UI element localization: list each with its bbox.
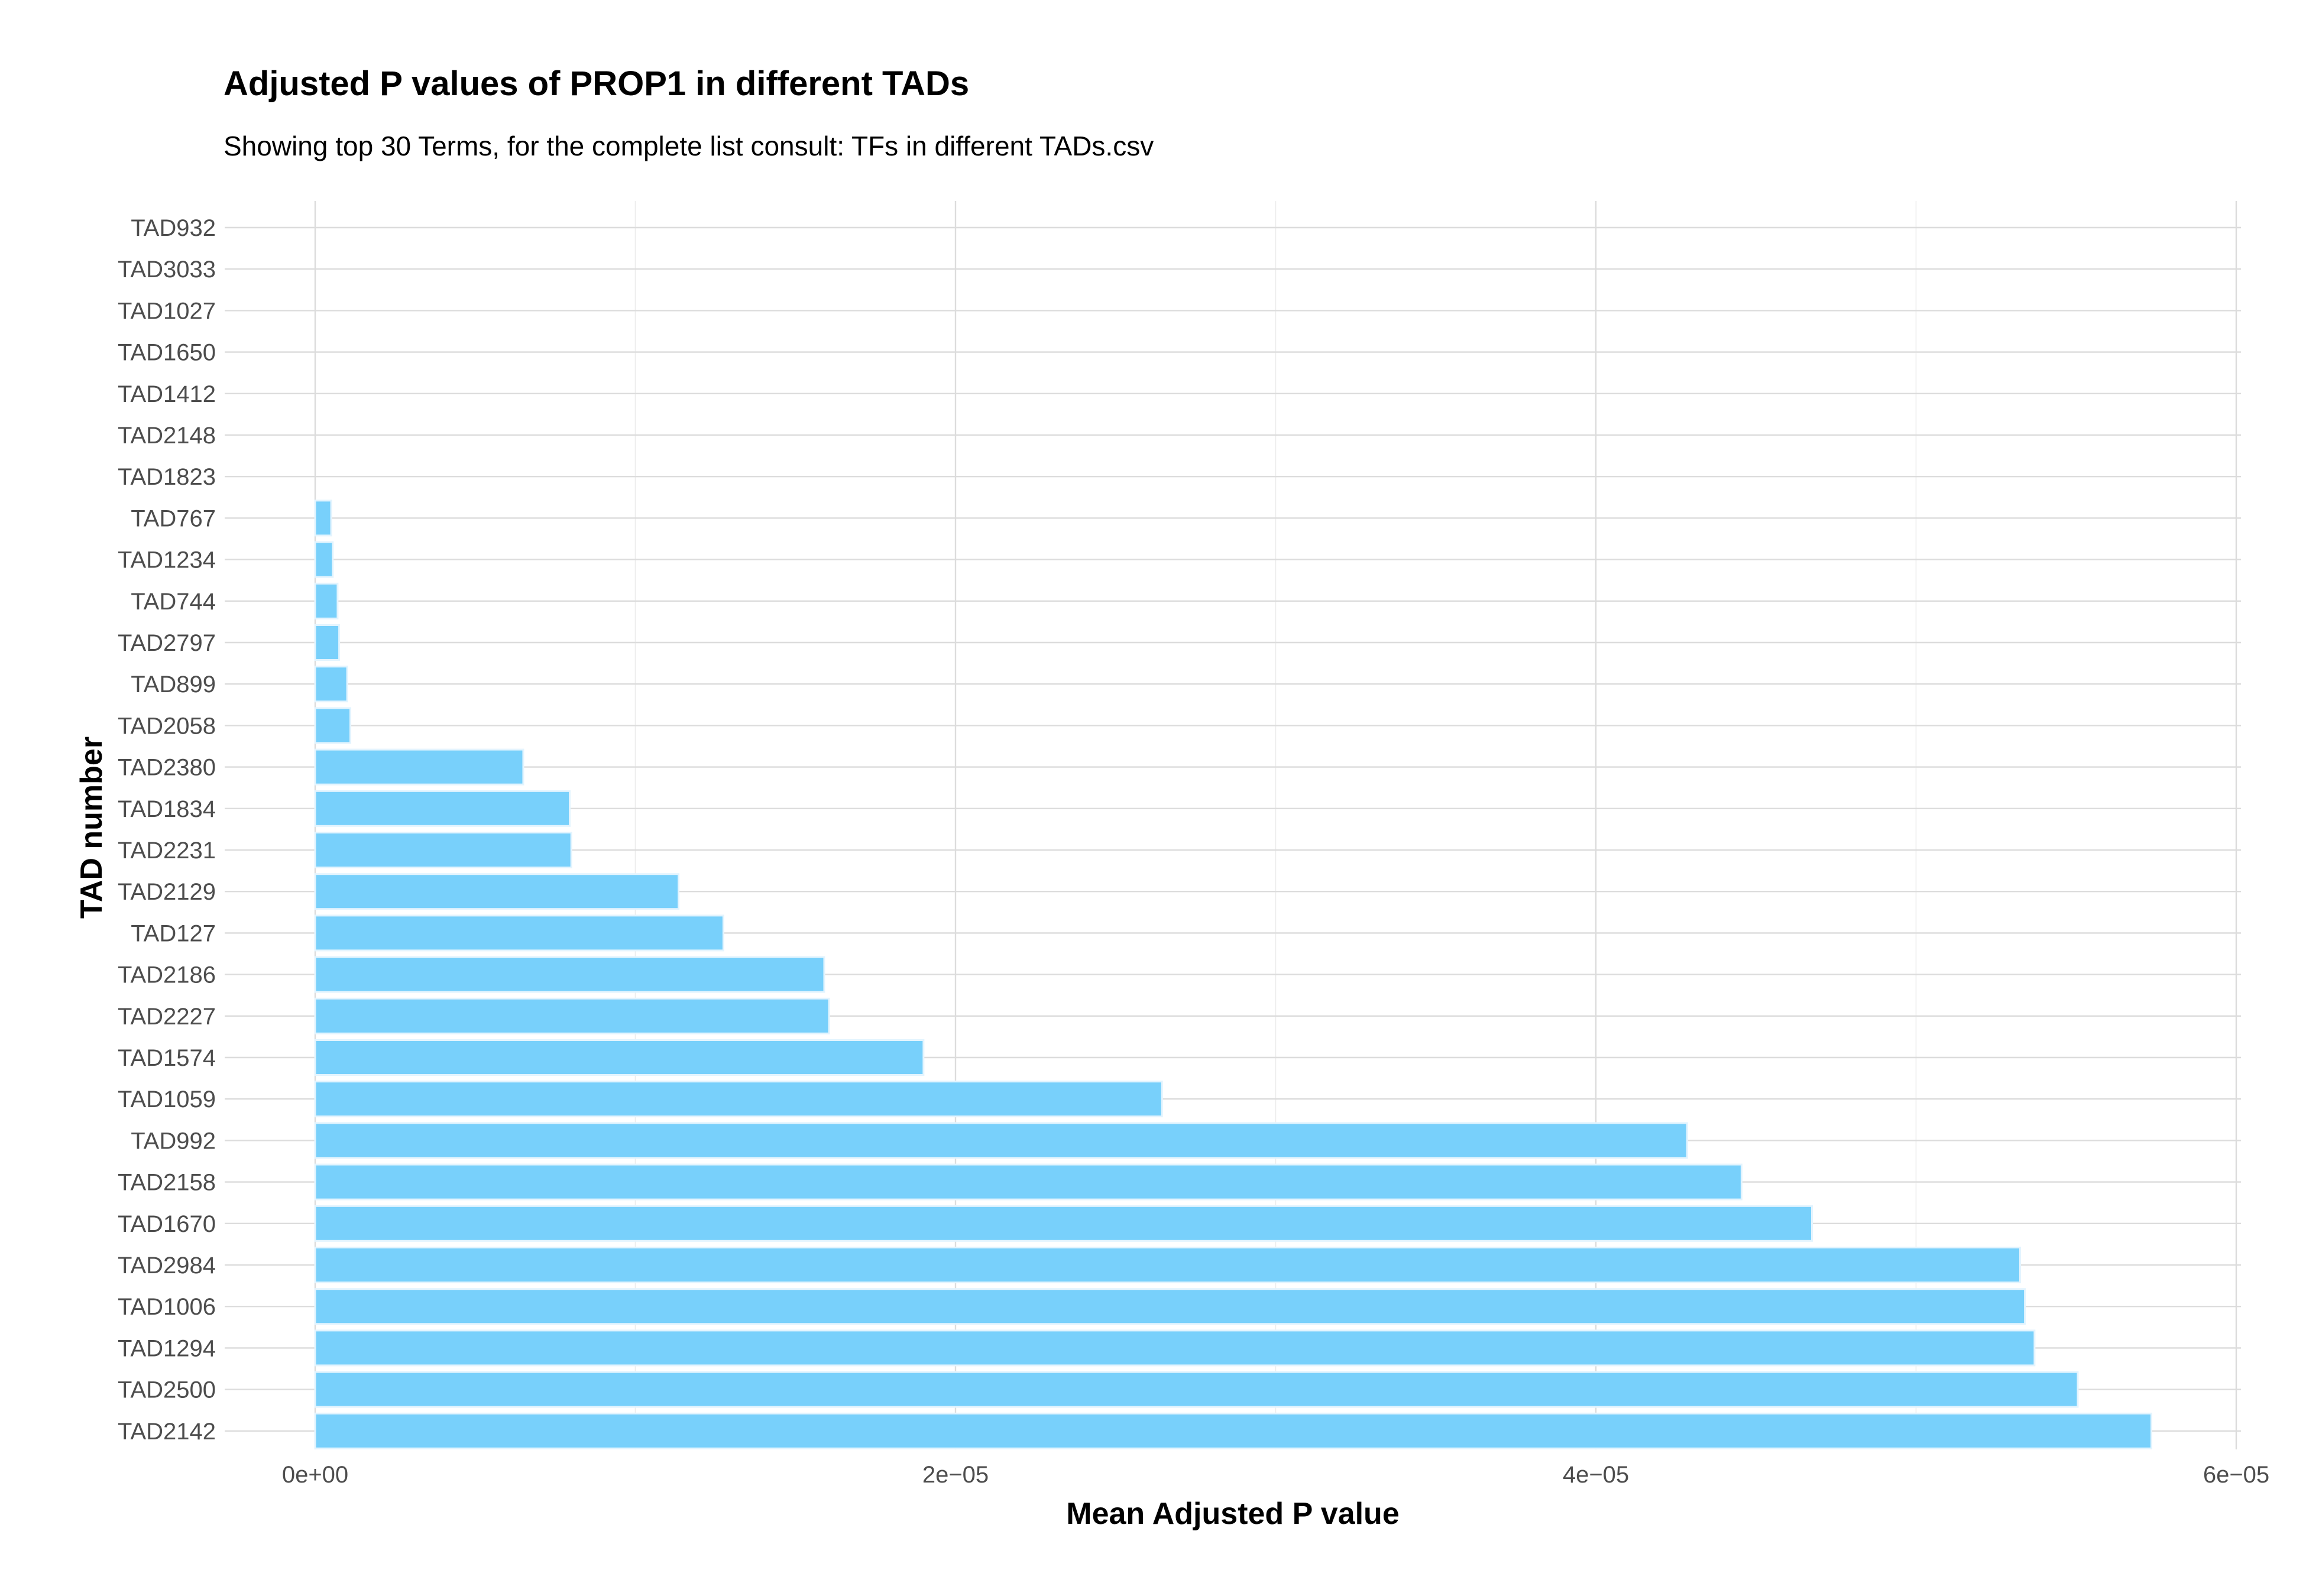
y-tick-label: TAD2058 [118,713,216,739]
y-tick-label: TAD2148 [118,423,216,449]
y-tick-label: TAD2129 [118,879,216,905]
bar-tad2158 [314,1163,1743,1201]
bar-tad1059 [314,1081,1163,1118]
y-tick-label: TAD2797 [118,630,216,656]
y-tick-label: TAD2158 [118,1170,216,1196]
bar-tad127 [314,914,724,952]
y-tick-label: TAD1412 [118,381,216,407]
y-tick-label: TAD2142 [118,1419,216,1445]
bar-tad2129 [314,873,680,910]
y-tick-label: TAD744 [131,589,216,615]
y-tick-label: TAD1823 [118,464,216,490]
bar-tad2186 [314,956,825,993]
bar-tad2058 [314,707,352,744]
y-tick-label: TAD1006 [118,1294,216,1320]
x-tick-label: 2e−05 [922,1462,989,1488]
bar-tad1294 [314,1329,2036,1367]
y-tick-label: TAD2231 [118,838,216,864]
bar-tad744 [314,582,339,619]
y-tick-label: TAD992 [131,1128,216,1154]
bar-tad992 [314,1122,1688,1159]
bar-tad1834 [314,790,571,827]
y-axis-title: TAD number [75,737,109,919]
y-tick-label: TAD1294 [118,1335,216,1361]
chart-subtitle: Showing top 30 Terms, for the complete l… [224,131,1154,161]
bar-tad2797 [314,624,341,661]
y-tick-label: TAD2500 [118,1377,216,1403]
bar-tad767 [314,499,332,537]
y-tick-label: TAD127 [131,920,216,946]
x-axis-title: Mean Adjusted P value [1066,1497,1400,1531]
y-tick-label: TAD2984 [118,1253,216,1279]
bar-tad2380 [314,748,524,786]
bar-tad1670 [314,1205,1813,1242]
bar-tad899 [314,666,348,703]
y-tick-label: TAD1059 [118,1086,216,1112]
bar-tad2227 [314,997,830,1034]
y-tick-label: TAD2186 [118,962,216,988]
y-tick-label: TAD1027 [118,298,216,324]
y-tick-label: TAD1670 [118,1211,216,1237]
chart-title: Adjusted P values of PROP1 in different … [224,64,970,103]
bar-tad2500 [314,1371,2079,1408]
x-tick-labels: 0e+00 2e−05 4e−05 6e−05 [282,1462,2269,1488]
y-tick-label: TAD1234 [118,547,216,573]
bar-tad2142 [314,1412,2153,1449]
x-tick-label: 4e−05 [1563,1462,1629,1488]
bar-tad2984 [314,1247,2021,1283]
x-tick-label: 6e−05 [2203,1462,2269,1488]
y-tick-labels: TAD932 TAD3033 TAD1027 TAD1650 TAD1412 TAD214… [118,215,216,1445]
y-tick-label: TAD2227 [118,1004,216,1030]
y-tick-label: TAD2380 [118,755,216,781]
bar-tad1234 [314,541,334,578]
bar-tad1006 [314,1288,2026,1325]
bars [314,499,2153,1449]
y-tick-label: TAD1834 [118,796,216,822]
y-tick-label: TAD1650 [118,340,216,366]
y-tick-label: TAD932 [131,215,216,241]
bar-tad1574 [314,1039,925,1076]
y-tick-label: TAD767 [131,505,216,531]
y-tick-label: TAD3033 [118,257,216,283]
bar-tad2231 [314,832,572,868]
y-tick-label: TAD899 [131,672,216,698]
x-tick-label: 0e+00 [282,1462,348,1488]
y-tick-label: TAD1574 [118,1045,216,1071]
